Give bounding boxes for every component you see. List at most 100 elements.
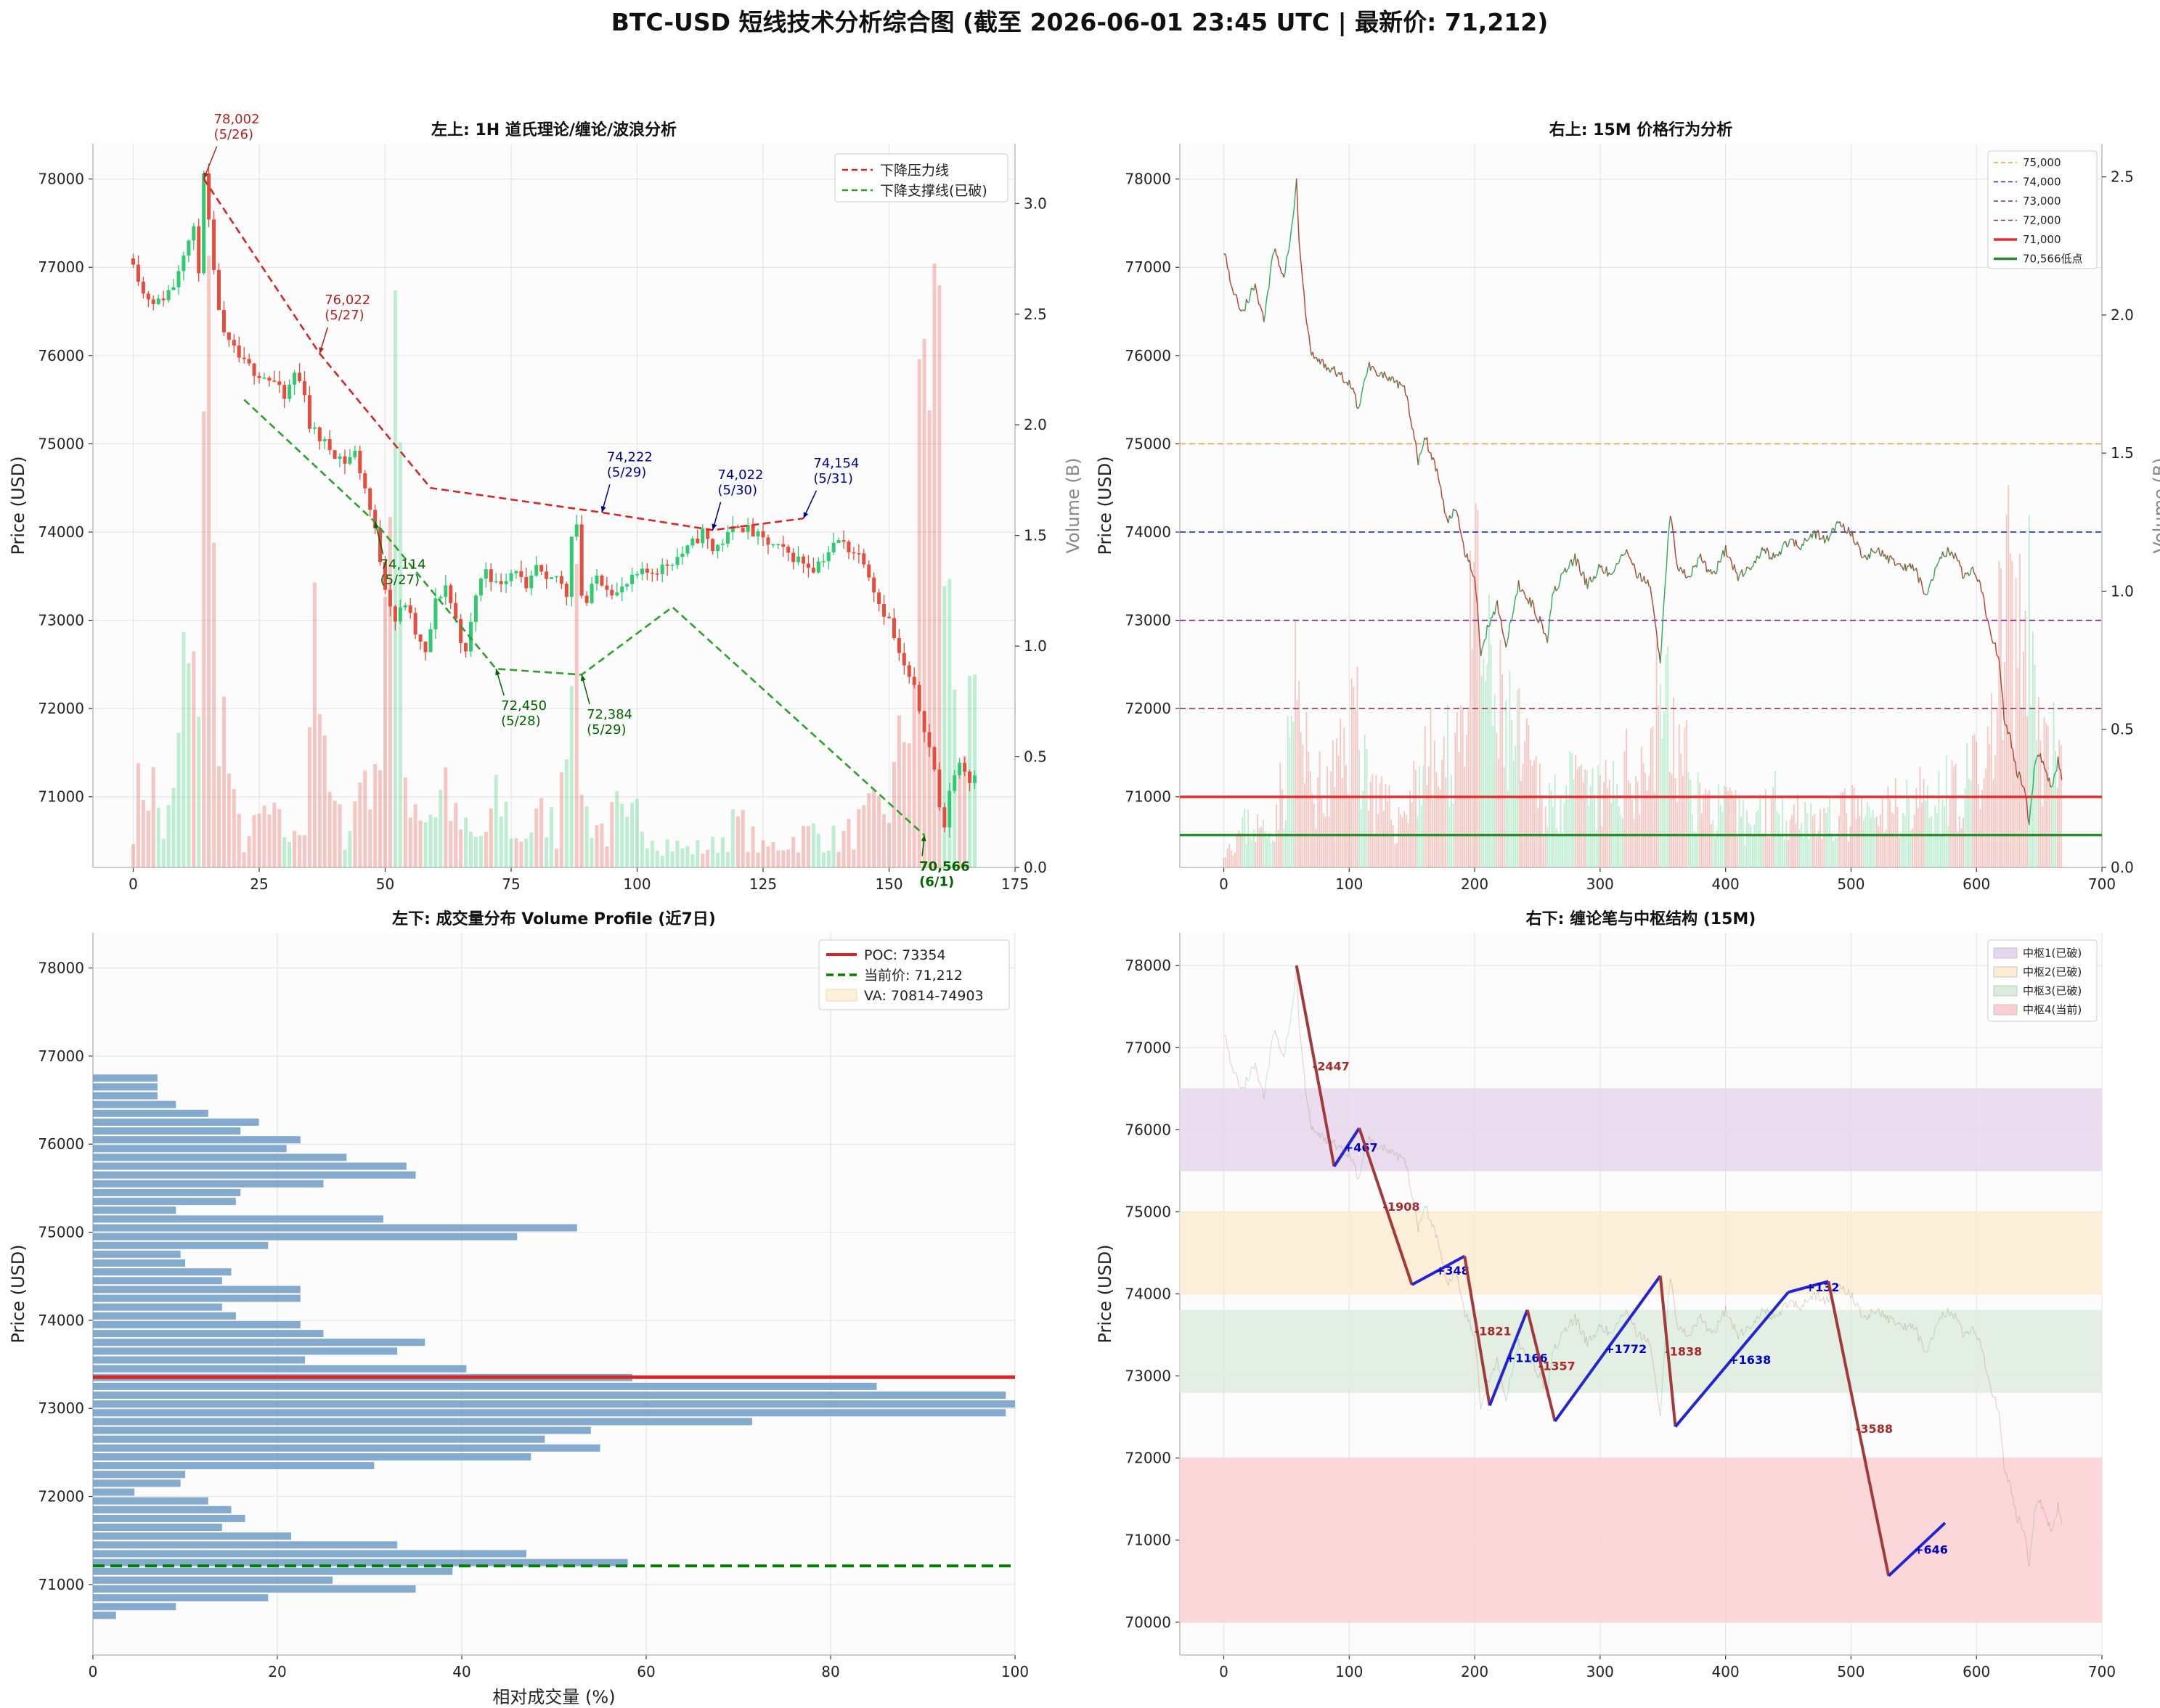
- price-segment: [1259, 305, 1262, 310]
- volume-bar: [670, 851, 675, 867]
- price-segment: [1934, 566, 1937, 568]
- price-segment: [1574, 553, 1577, 566]
- price-segment: [1578, 562, 1581, 573]
- volume-bar: [1791, 814, 1793, 867]
- volume-bar: [1245, 843, 1247, 867]
- price-segment: [1785, 542, 1788, 547]
- profile-bar: [93, 1312, 236, 1320]
- volume-bar: [1789, 820, 1791, 867]
- volume-bar: [1234, 852, 1236, 867]
- price-segment: [1393, 1150, 1395, 1156]
- price-segment: [1691, 1325, 1694, 1334]
- annotation-line: (5/29): [587, 722, 626, 737]
- price-segment: [1258, 303, 1260, 306]
- stroke-label: -1908: [1382, 1200, 1419, 1214]
- volume-bar: [1996, 708, 1998, 867]
- price-segment: [2031, 788, 2034, 798]
- x-tick-label: 300: [1586, 875, 1614, 893]
- volume-bar: [1966, 743, 1968, 867]
- price-segment: [1957, 1320, 1960, 1322]
- profile-bar: [93, 1435, 545, 1443]
- price-segment: [1417, 1222, 1420, 1232]
- price-segment: [1984, 1367, 1987, 1374]
- price-segment: [1656, 1386, 1658, 1401]
- price-segment: [1462, 1304, 1465, 1315]
- volume-bar: [852, 849, 856, 867]
- price-segment: [1997, 1409, 2000, 1413]
- volume-bar: [1673, 697, 1674, 867]
- price-segment: [1546, 630, 1549, 643]
- price-segment: [1863, 1315, 1865, 1318]
- price-segment: [1949, 1312, 1952, 1316]
- panel-title: 左上: 1H 道氏理论/缠论/波浪分析: [431, 120, 677, 139]
- price-segment: [1229, 281, 1232, 286]
- price-segment: [1273, 1030, 1276, 1034]
- price-segment: [2019, 775, 2023, 785]
- price-segment: [1414, 438, 1417, 443]
- price-segment: [1686, 1335, 1689, 1337]
- price-segment: [1919, 1336, 1922, 1340]
- price-segment: [1567, 1327, 1570, 1329]
- price-segment: [1407, 401, 1410, 415]
- volume-bar: [1816, 837, 1817, 867]
- x-tick-label: 20: [268, 1663, 286, 1680]
- volume-bar: [630, 803, 635, 867]
- price-segment: [1593, 1334, 1596, 1338]
- annotation-line: (5/30): [718, 483, 757, 498]
- price-segment: [1700, 553, 1703, 561]
- price-segment: [1888, 555, 1891, 564]
- price-segment: [1311, 1126, 1313, 1130]
- price-segment: [1841, 1286, 1844, 1290]
- volume-bar: [1230, 850, 1232, 867]
- price-segment: [1751, 1325, 1753, 1327]
- price-segment: [1223, 1034, 1226, 1037]
- volume-bar: [892, 761, 896, 867]
- candle-body: [670, 565, 675, 566]
- volume-bar: [1443, 736, 1445, 867]
- annotation-line: (5/27): [325, 308, 364, 323]
- price-segment: [1696, 557, 1699, 568]
- price-segment: [1602, 570, 1605, 574]
- volume-bar: [2015, 578, 2017, 867]
- price-segment: [1991, 638, 1994, 643]
- volume-bar: [1663, 711, 1665, 867]
- price-segment: [1955, 1313, 1957, 1317]
- profile-bar: [93, 1286, 301, 1294]
- price-segment: [1963, 572, 1966, 579]
- price-segment: [1936, 563, 1939, 568]
- profile-bar: [93, 1488, 135, 1496]
- price-segment: [1300, 268, 1304, 282]
- volume-bar: [1567, 798, 1569, 867]
- y2-tick-label: 2.0: [1024, 416, 1047, 433]
- price-segment: [1422, 1206, 1425, 1214]
- volume-bar: [857, 809, 861, 867]
- volume-bar: [1802, 838, 1804, 867]
- price-segment: [1803, 538, 1806, 546]
- price-segment: [1406, 395, 1409, 402]
- volume-bar: [227, 773, 231, 867]
- price-segment: [1372, 366, 1375, 369]
- price-segment: [1765, 1308, 1768, 1315]
- price-segment: [1947, 547, 1949, 552]
- price-segment: [2021, 784, 2024, 788]
- price-segment: [1499, 616, 1502, 621]
- volume-bar: [2024, 610, 2026, 867]
- price-segment: [1782, 541, 1785, 544]
- price-segment: [1281, 1053, 1283, 1054]
- volume-bar: [534, 808, 539, 867]
- volume-bar: [1840, 793, 1842, 867]
- annotation-line: 74,022: [718, 467, 764, 483]
- volume-bar: [398, 442, 402, 867]
- volume-bar: [1868, 806, 1870, 867]
- price-segment: [1676, 563, 1679, 569]
- volume-bar: [312, 582, 317, 867]
- price-segment: [1766, 1308, 1769, 1312]
- volume-bar: [1253, 829, 1255, 867]
- y2-tick-label: 0.0: [2111, 859, 2134, 876]
- profile-bar: [93, 1497, 208, 1505]
- profile-bar: [93, 1092, 158, 1100]
- price-segment: [2048, 777, 2051, 787]
- price-segment: [1312, 1126, 1315, 1133]
- candle-body: [554, 576, 558, 578]
- volume-bar: [1827, 806, 1829, 867]
